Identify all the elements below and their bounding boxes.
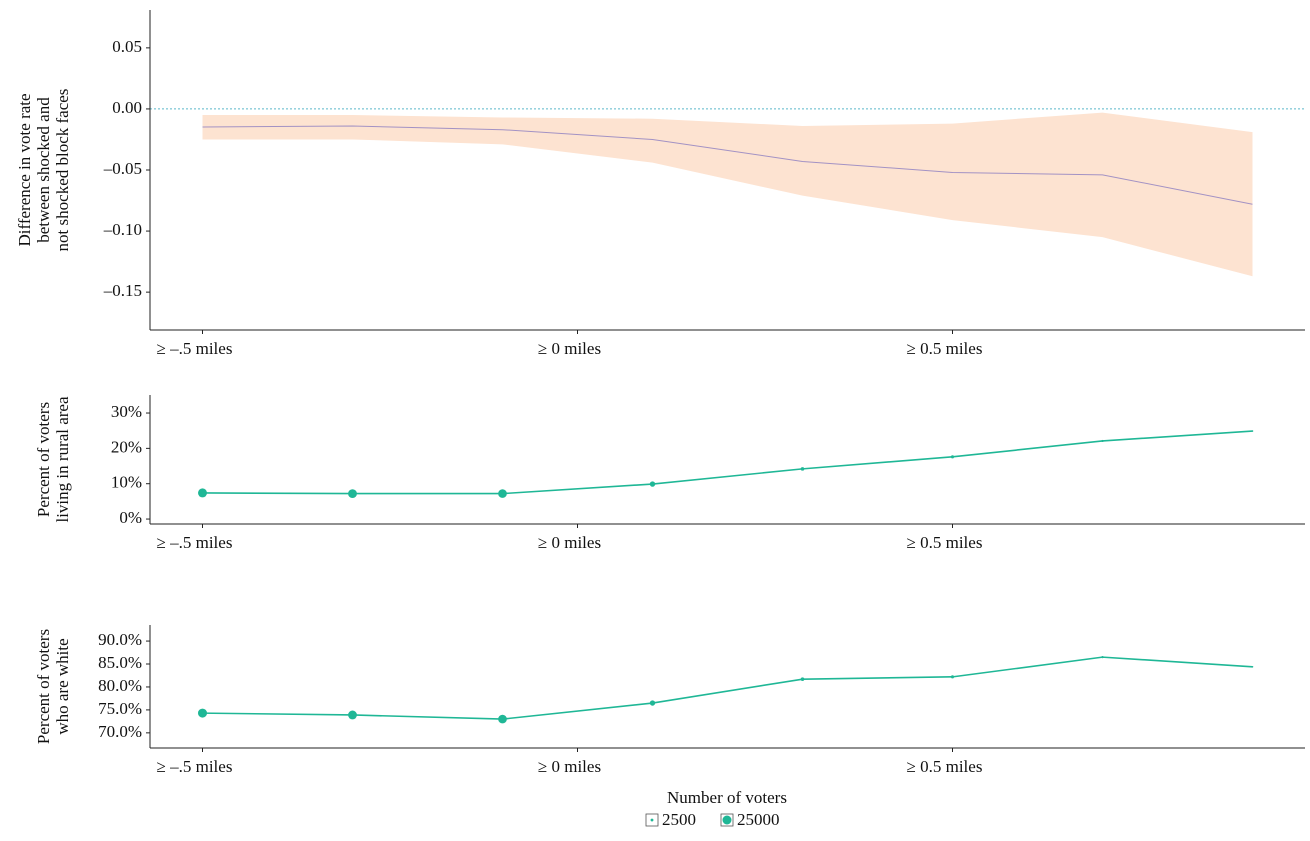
x-tick-label: ≥ 0.5 miles xyxy=(907,339,983,358)
x-tick-label: ≥ 0 miles xyxy=(538,533,601,552)
y-tick-label: 30% xyxy=(111,402,142,421)
y-tick-label: –0.10 xyxy=(103,220,142,239)
y-tick-label: 80.0% xyxy=(98,676,142,695)
x-tick-label: ≥ 0.5 miles xyxy=(907,757,983,776)
point xyxy=(348,710,357,720)
point xyxy=(950,675,955,679)
point xyxy=(800,467,805,471)
x-tick-label: ≥ –.5 miles xyxy=(157,339,233,358)
line xyxy=(202,430,1253,495)
y-tick-label: 75.0% xyxy=(98,699,142,718)
x-tick-label: ≥ 0 miles xyxy=(538,339,601,358)
y-tick-label: 85.0% xyxy=(98,653,142,672)
y-tick-label: 20% xyxy=(111,437,142,456)
point xyxy=(197,708,208,718)
legend-symbol xyxy=(650,818,654,822)
x-tick-label: ≥ –.5 miles xyxy=(157,533,233,552)
point xyxy=(1101,656,1104,659)
line xyxy=(202,125,1253,205)
x-tick-label: ≥ 0 miles xyxy=(538,757,601,776)
point xyxy=(498,714,507,724)
point xyxy=(1251,430,1254,432)
line xyxy=(202,656,1253,720)
point xyxy=(197,488,208,498)
legend-title: Number of voters xyxy=(667,788,787,807)
y-tick-label: 0.05 xyxy=(112,37,142,56)
y-axis-label: Percent of voters xyxy=(34,402,53,517)
y-tick-label: 10% xyxy=(111,473,142,492)
x-tick-label: ≥ 0.5 miles xyxy=(907,533,983,552)
y-tick-label: 90.0% xyxy=(98,630,142,649)
y-axis-label: living in rural area xyxy=(53,396,72,522)
legend-label: 2500 xyxy=(662,810,696,829)
point xyxy=(649,700,656,706)
legend-symbol xyxy=(722,815,732,825)
y-tick-label: –0.05 xyxy=(103,159,142,178)
y-axis-label: Percent of voters xyxy=(34,629,53,744)
y-axis-label: who are white xyxy=(53,638,72,734)
point xyxy=(498,489,507,498)
point xyxy=(1251,665,1254,668)
y-axis-label: Difference in vote rate xyxy=(15,93,34,246)
point xyxy=(800,677,805,681)
x-tick-label: ≥ –.5 miles xyxy=(157,757,233,776)
y-axis-label: between shocked and xyxy=(34,97,53,243)
y-tick-label: 0.00 xyxy=(112,98,142,117)
legend-label: 25000 xyxy=(737,810,780,829)
y-tick-label: 70.0% xyxy=(98,722,142,741)
point xyxy=(950,455,955,459)
point xyxy=(1101,439,1104,443)
y-axis-label: not shocked block faces xyxy=(53,89,72,252)
y-tick-label: –0.15 xyxy=(103,281,142,300)
y-tick-label: 0% xyxy=(119,508,142,527)
point xyxy=(649,481,656,487)
point xyxy=(348,489,357,499)
confidence-band xyxy=(202,112,1253,277)
